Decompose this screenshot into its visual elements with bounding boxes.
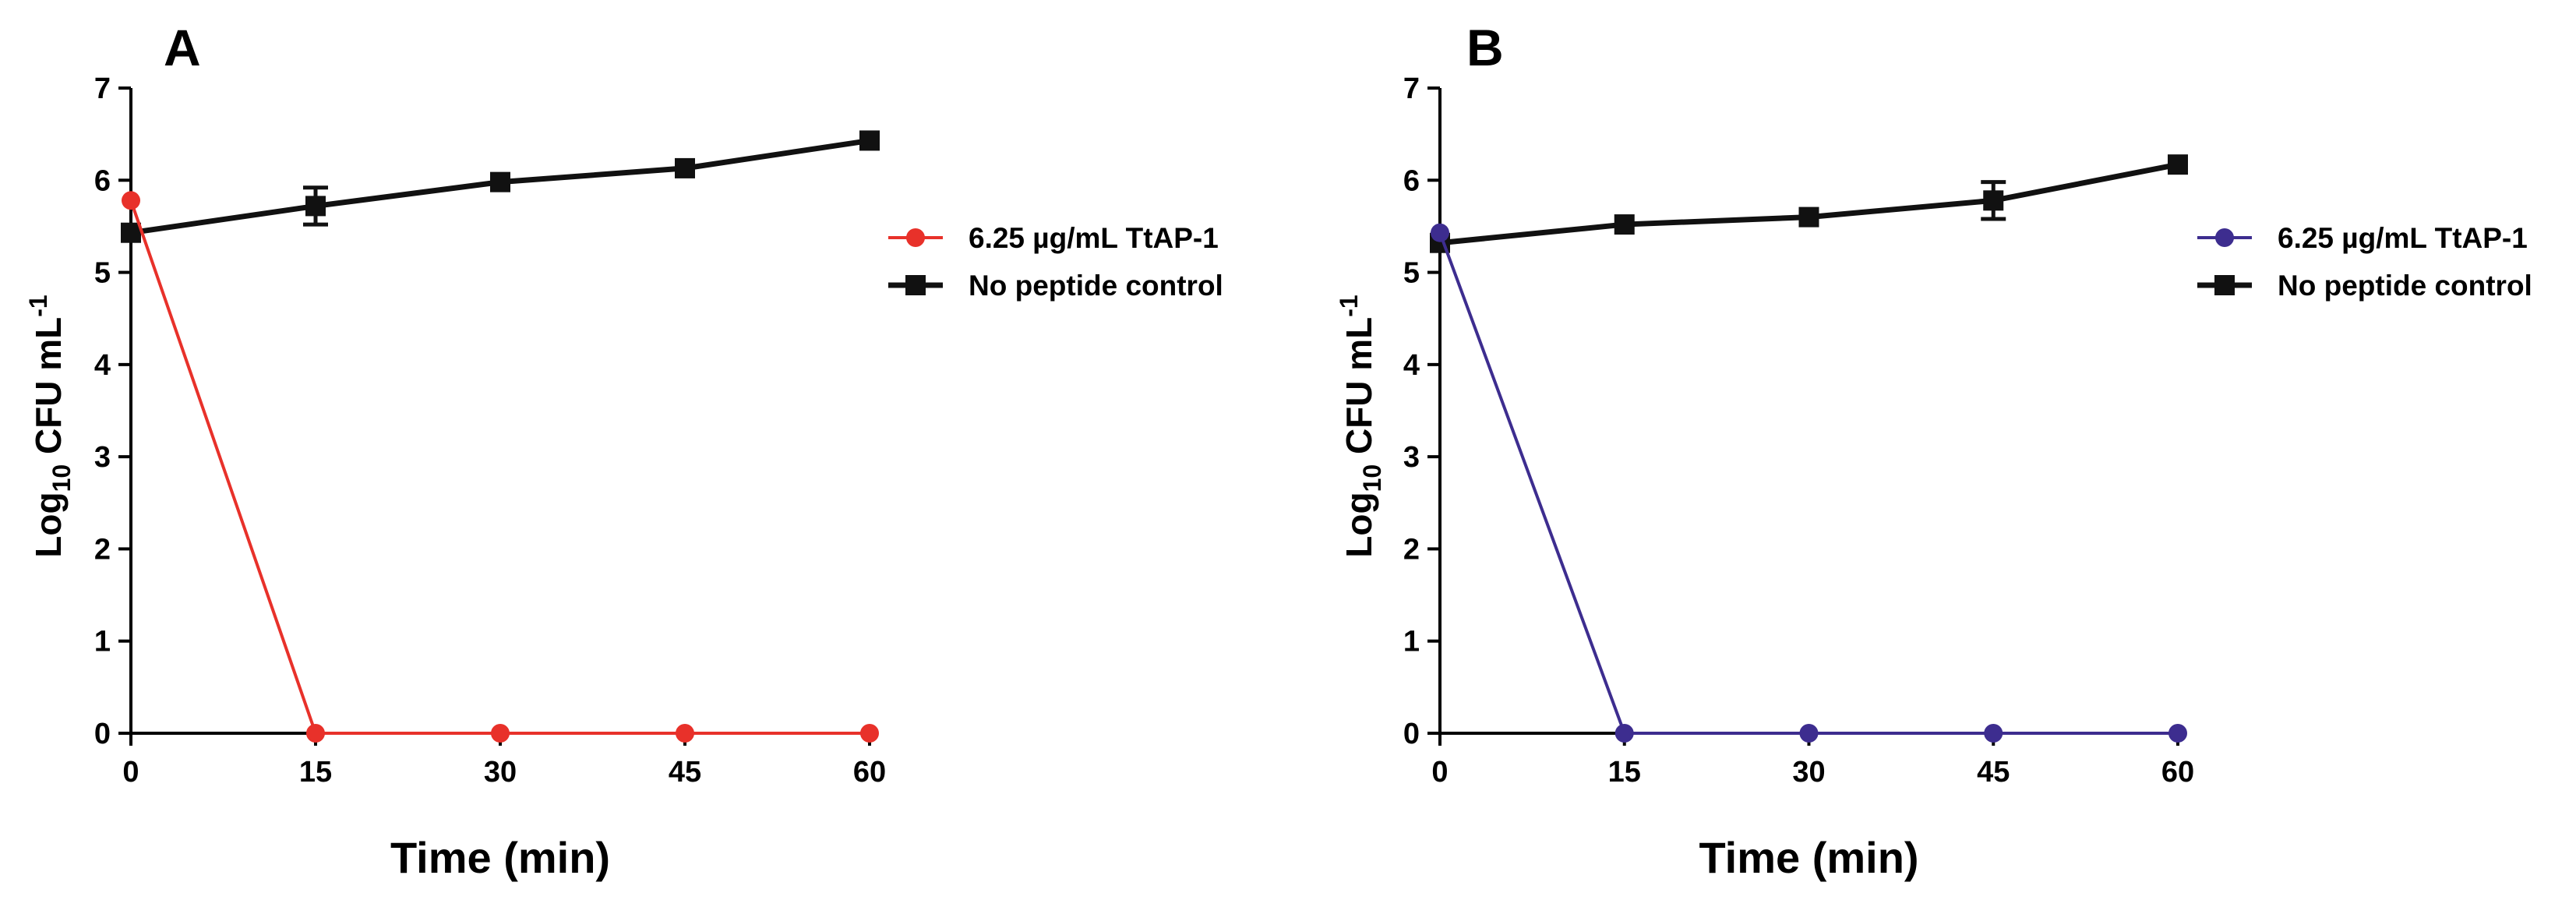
series-line bbox=[129, 199, 870, 735]
x-tick-label: 60 bbox=[2161, 756, 2194, 789]
y-tick-label: 1 bbox=[1403, 626, 1420, 658]
legend-marker bbox=[905, 275, 926, 295]
x-tick-label: 15 bbox=[299, 756, 332, 789]
data-point bbox=[676, 724, 694, 743]
data-point bbox=[1984, 724, 2003, 743]
data-point bbox=[1614, 214, 1635, 235]
panel-label: B bbox=[1466, 19, 1504, 76]
x-axis-label: Time (min) bbox=[1699, 833, 1918, 882]
legend-marker bbox=[2215, 228, 2234, 247]
data-point bbox=[1614, 724, 1634, 743]
y-axis-label: Log10 CFU mL-1 bbox=[24, 295, 76, 557]
legend-label: No peptide control bbox=[2278, 270, 2532, 302]
data-point bbox=[490, 171, 510, 192]
legend: 6.25 µg/mL TtAP-1 No peptide control bbox=[2197, 222, 2532, 302]
legend: 6.25 µg/mL TtAP-1 No peptide control bbox=[888, 222, 1223, 302]
x-tick-label: 15 bbox=[1608, 756, 1641, 789]
x-tick-label: 0 bbox=[122, 756, 139, 789]
series-control bbox=[1430, 154, 2188, 253]
data-point bbox=[1798, 206, 1819, 228]
series-treatment bbox=[122, 191, 879, 743]
y-tick-label: 7 bbox=[1403, 72, 1420, 105]
y-tick-label: 4 bbox=[1403, 349, 1420, 382]
data-point bbox=[675, 157, 695, 178]
y-tick-label: 0 bbox=[94, 718, 111, 750]
data-point bbox=[122, 191, 140, 210]
x-tick-label: 45 bbox=[1977, 756, 2010, 789]
x-axis-label: Time (min) bbox=[390, 833, 610, 882]
data-point bbox=[860, 724, 879, 743]
x-tick-label: 30 bbox=[484, 756, 517, 789]
x-tick-label: 45 bbox=[669, 756, 701, 789]
legend-marker bbox=[2214, 275, 2235, 295]
y-tick-label: 3 bbox=[1403, 441, 1420, 474]
data-point bbox=[2168, 724, 2187, 743]
y-tick-label: 2 bbox=[1403, 533, 1420, 566]
data-point bbox=[2168, 154, 2188, 175]
series-treatment bbox=[1431, 223, 2187, 743]
legend-label: No peptide control bbox=[969, 270, 1223, 302]
y-tick-label: 1 bbox=[94, 626, 111, 658]
y-tick-label: 0 bbox=[1403, 718, 1420, 750]
x-tick-label: 60 bbox=[853, 756, 886, 789]
data-point bbox=[1431, 223, 1449, 242]
y-tick-label: 7 bbox=[94, 72, 111, 105]
legend-label: 6.25 µg/mL TtAP-1 bbox=[969, 222, 1219, 254]
y-tick-label: 4 bbox=[94, 349, 111, 382]
legend-marker bbox=[906, 228, 925, 247]
series-control bbox=[121, 130, 880, 243]
y-tick-label: 2 bbox=[94, 533, 111, 566]
y-tick-label: 5 bbox=[1403, 257, 1420, 290]
y-axis-label: Log10 CFU mL-1 bbox=[1335, 295, 1386, 557]
data-point bbox=[1983, 190, 2004, 211]
series-line bbox=[1438, 232, 2178, 735]
y-tick-label: 5 bbox=[94, 257, 111, 290]
data-point bbox=[305, 196, 326, 217]
x-tick-label: 30 bbox=[1792, 756, 1825, 789]
legend-label: 6.25 µg/mL TtAP-1 bbox=[2278, 222, 2528, 254]
y-tick-label: 6 bbox=[94, 164, 111, 197]
y-tick-label: 6 bbox=[1403, 164, 1420, 197]
data-point bbox=[121, 222, 141, 243]
data-point bbox=[491, 724, 510, 743]
x-tick-label: 0 bbox=[1431, 756, 1448, 789]
data-point bbox=[859, 130, 880, 151]
y-tick-label: 3 bbox=[94, 441, 111, 474]
data-point bbox=[1799, 724, 1819, 743]
series-line bbox=[1439, 161, 2179, 246]
data-point bbox=[306, 724, 325, 743]
panel-label: A bbox=[164, 19, 201, 76]
